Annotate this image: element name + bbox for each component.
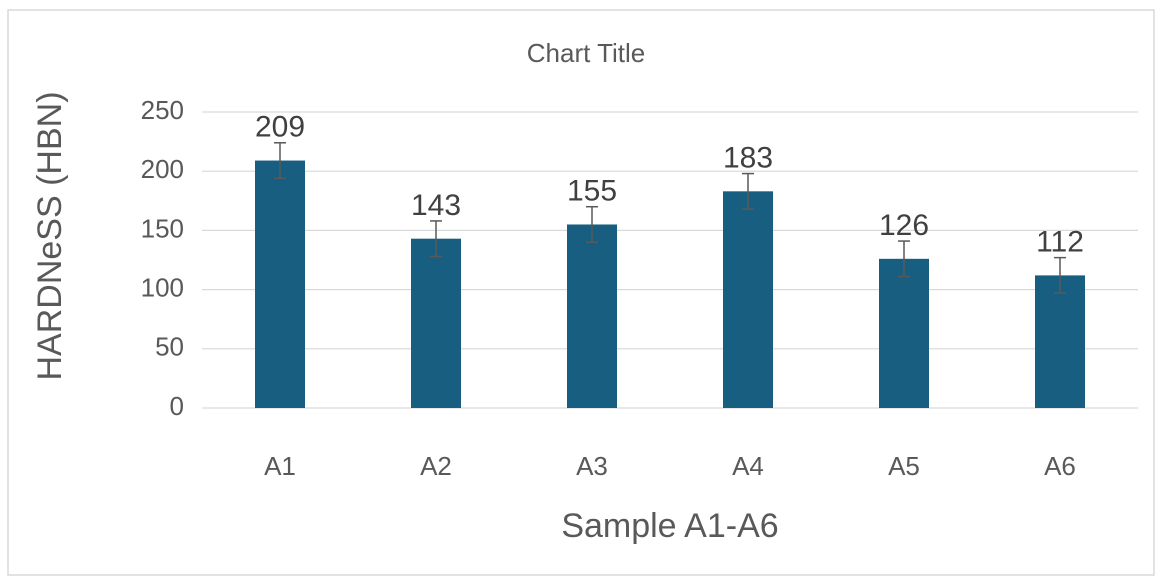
data-label: 126	[879, 209, 929, 242]
data-label: 112	[1036, 226, 1084, 259]
bar	[255, 160, 305, 408]
bar	[879, 258, 929, 408]
data-label: 183	[723, 141, 773, 174]
x-tick-label: A1	[264, 451, 296, 481]
chart-title: Chart Title	[527, 38, 646, 68]
y-tick-label: 100	[141, 272, 184, 302]
x-tick-label: A6	[1044, 451, 1076, 481]
y-tick-label: 150	[141, 213, 184, 243]
x-tick-label: A3	[576, 451, 608, 481]
bar	[411, 238, 461, 408]
data-label: 143	[411, 189, 461, 222]
bar	[1035, 275, 1085, 408]
data-label: 209	[255, 111, 305, 144]
y-axis-label: HARDNeSS (HBN)	[31, 91, 69, 380]
bar	[567, 224, 617, 408]
x-tick-label: A4	[732, 451, 764, 481]
x-axis-label: Sample A1-A6	[561, 507, 778, 545]
bar	[723, 191, 773, 408]
y-tick-label: 50	[155, 332, 184, 362]
y-tick-label: 200	[141, 154, 184, 184]
x-tick-label: A2	[420, 451, 452, 481]
x-tick-label: A5	[888, 451, 920, 481]
y-tick-label: 0	[170, 391, 184, 421]
y-tick-label: 250	[141, 95, 184, 125]
data-label: 155	[567, 175, 617, 208]
